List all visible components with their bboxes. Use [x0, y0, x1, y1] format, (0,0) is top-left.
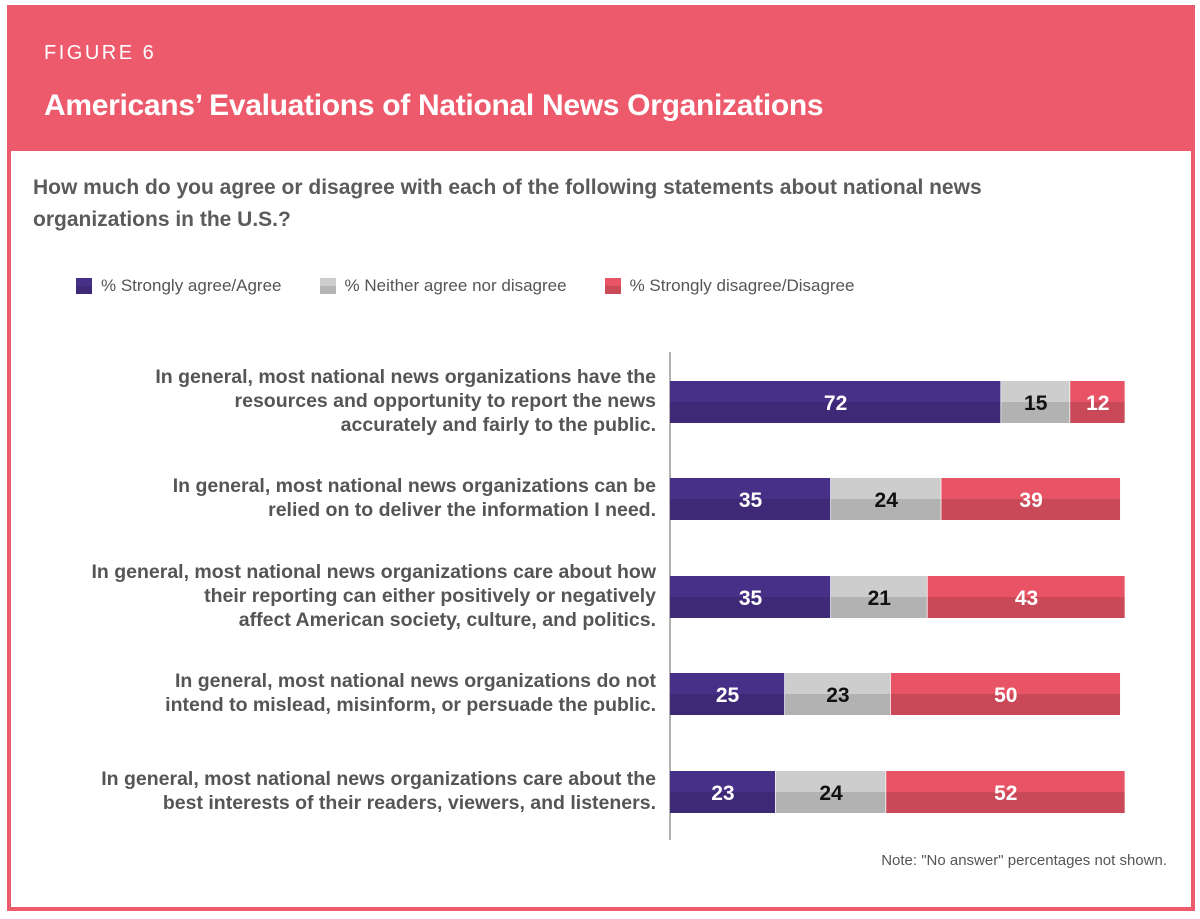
- bar-shade-disagree: [927, 597, 1126, 618]
- category-label-line: In general, most national news organizat…: [91, 561, 656, 583]
- bar-value-label: 35: [739, 489, 763, 512]
- bar-value-label: 23: [826, 684, 849, 707]
- bar-value-label: 35: [739, 587, 763, 610]
- category-label-line: best interests of their readers, viewers…: [162, 792, 656, 814]
- bar-value-label: 43: [1015, 587, 1038, 610]
- figure-label: FIGURE 6: [44, 42, 157, 64]
- legend-swatch-disagree: [604, 278, 621, 294]
- chart-note: Note: "No answer" percentages not shown.: [881, 852, 1167, 869]
- bar-shade-neither: [831, 597, 928, 618]
- bar-segment-agree: 25: [670, 673, 786, 715]
- bar-segment-disagree: 50: [890, 673, 1122, 715]
- bar-shade-neither: [775, 792, 887, 813]
- bar-segment-neither: 23: [785, 673, 892, 715]
- figure-header: FIGURE 6 Americans’ Evaluations of Natio…: [11, 9, 1191, 151]
- bar-disagree: [941, 478, 1121, 520]
- legend-label-disagree: % Strongly disagree/Disagree: [629, 276, 855, 295]
- bar-segment-disagree: 39: [941, 478, 1122, 520]
- bar-segment-neither: 24: [775, 771, 887, 813]
- bar-segment-neither: 15: [1001, 381, 1071, 423]
- bar-neither: [775, 771, 887, 813]
- bar-shade-agree: [670, 792, 776, 813]
- bar-value-label: 12: [1086, 392, 1109, 415]
- bar-segment-neither: 24: [831, 478, 943, 520]
- bar-value-label: 23: [711, 782, 734, 805]
- category-label-line: In general, most national news organizat…: [101, 768, 656, 790]
- bar-agree: [670, 673, 785, 715]
- category-label: In general, most national news organizat…: [36, 669, 656, 717]
- category-label: In general, most national news organizat…: [36, 767, 656, 815]
- bar-value-label: 21: [868, 587, 892, 610]
- bar-neither: [785, 673, 891, 715]
- bar-agree: [670, 381, 1002, 423]
- bar-value-label: 72: [824, 392, 847, 415]
- bar-value-label: 25: [716, 684, 740, 707]
- bar-agree: [670, 771, 776, 813]
- bar-shade-disagree: [890, 694, 1121, 715]
- category-label-line: accurately and fairly to the public.: [340, 414, 656, 436]
- category-label-line: In general, most national news organizat…: [174, 670, 656, 692]
- bar-value-label: 50: [994, 684, 1017, 707]
- bar-segment-agree: 72: [670, 381, 1002, 423]
- bar-shade-disagree: [1070, 402, 1126, 423]
- bar-neither: [831, 478, 942, 520]
- legend-item-agree: % Strongly agree/Agree: [76, 276, 282, 296]
- survey-question: How much do you agree or disagree with e…: [33, 176, 982, 231]
- category-label-line: In general, most national news organizat…: [155, 366, 656, 388]
- bar-segment-agree: 35: [670, 576, 832, 618]
- category-label-line: resources and opportunity to report the …: [234, 390, 656, 412]
- bar-value-label: 24: [819, 782, 843, 805]
- bar-shade-neither: [1001, 402, 1071, 423]
- bar-agree: [670, 576, 831, 618]
- bar-shade-agree: [670, 499, 831, 520]
- category-label-line: In general, most national news organizat…: [172, 475, 656, 497]
- figure-title: Americans’ Evaluations of National News …: [44, 89, 824, 122]
- chart-legend: % Strongly agree/Agree % Neither agree n…: [76, 271, 892, 301]
- bar-shade-agree: [670, 402, 1002, 423]
- category-label: In general, most national news organizat…: [36, 474, 656, 522]
- category-label: In general, most national news organizat…: [36, 365, 656, 437]
- bar-disagree: [886, 771, 1126, 813]
- bar-segment-agree: 35: [670, 478, 832, 520]
- bar-disagree: [927, 576, 1126, 618]
- bar-shade-neither: [831, 499, 942, 520]
- legend-item-disagree: % Strongly disagree/Disagree: [604, 276, 855, 296]
- bar-neither: [831, 576, 928, 618]
- category-label: In general, most national news organizat…: [36, 560, 656, 632]
- bar-value-label: 39: [1019, 489, 1042, 512]
- bar-segment-neither: 21: [831, 576, 929, 618]
- category-label-line: their reporting can either positively or…: [204, 585, 656, 607]
- bar-disagree: [890, 673, 1121, 715]
- category-label-line: affect American society, culture, and po…: [238, 609, 656, 631]
- bar-value-label: 15: [1024, 392, 1048, 415]
- bar-segment-disagree: 52: [886, 771, 1127, 813]
- bar-shade-disagree: [941, 499, 1121, 520]
- bar-shade-agree: [670, 597, 831, 618]
- legend-swatch-agree: [76, 278, 92, 294]
- bar-neither: [1001, 381, 1071, 423]
- bar-value-label: 52: [994, 782, 1017, 805]
- legend-label-neither: % Neither agree nor disagree: [344, 276, 567, 295]
- figure-frame: FIGURE 6 Americans’ Evaluations of Natio…: [7, 5, 1195, 911]
- bar-agree: [670, 478, 831, 520]
- legend-swatch-neither: [319, 278, 336, 294]
- bar-segment-disagree: 12: [1070, 381, 1127, 423]
- bar-disagree: [1070, 381, 1126, 423]
- category-label-line: intend to mislead, misinform, or persuad…: [165, 694, 656, 716]
- bar-segment-agree: 23: [670, 771, 777, 813]
- bar-shade-agree: [670, 694, 785, 715]
- legend-item-neither: % Neither agree nor disagree: [319, 276, 567, 296]
- bar-segment-disagree: 43: [927, 576, 1127, 618]
- bar-shade-neither: [785, 694, 891, 715]
- legend-label-agree: % Strongly agree/Agree: [101, 276, 282, 295]
- bar-shade-disagree: [886, 792, 1126, 813]
- bar-value-label: 24: [875, 489, 899, 512]
- category-label-line: relied on to deliver the information I n…: [268, 499, 656, 521]
